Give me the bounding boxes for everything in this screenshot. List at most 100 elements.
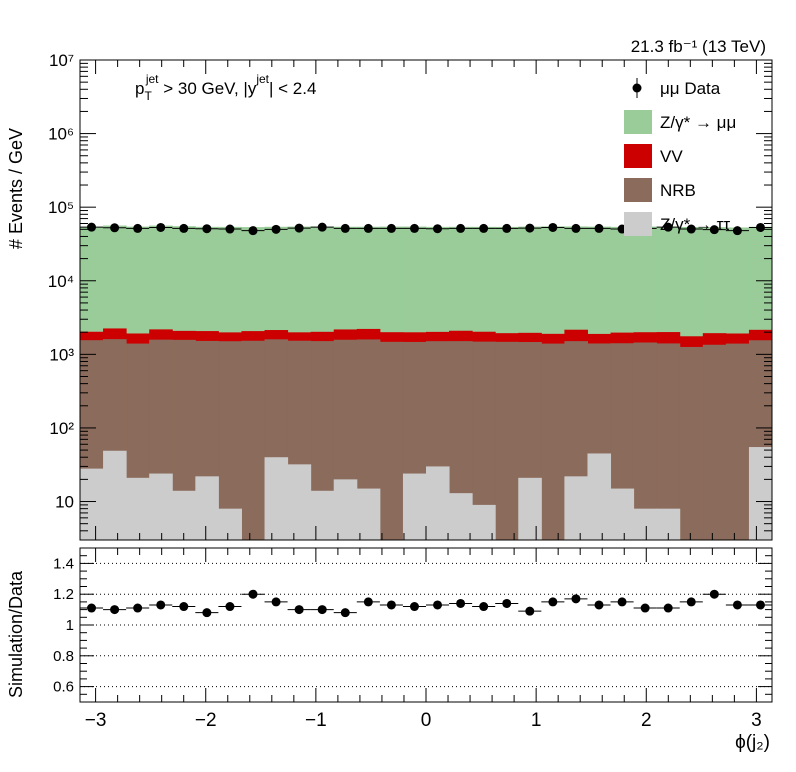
- ratio-point-9: [294, 605, 304, 615]
- data-point-9: [294, 223, 304, 233]
- bar-z-12: [356, 488, 381, 540]
- data-point-2: [133, 223, 143, 233]
- ratio-point-14: [409, 602, 419, 612]
- main-y-axis: 10 10² 10³ 10⁴ 10⁵ 10⁶ 10⁷: [48, 51, 772, 541]
- ratio-panel: 0.6 0.8 1 1.2 1.4 −3 −2 −1 0 1 2 3 Simulation/Data…: [6, 547, 773, 753]
- legend-data-marker: [632, 83, 642, 93]
- ratio-y-axis: 0.6 0.8 1 1.2 1.4: [53, 547, 772, 703]
- bar-z-1: [103, 450, 127, 540]
- y-tick-label: 10²: [49, 419, 74, 438]
- cut-label-y-sup: jet: [255, 72, 269, 86]
- ratio-point-22: [594, 600, 604, 610]
- legend-label: VV: [660, 147, 683, 166]
- data-point-10: [317, 222, 327, 232]
- ratio-point-6: [225, 602, 235, 612]
- bar-z-15: [426, 466, 450, 540]
- ratio-grid: [80, 562, 772, 688]
- ratio-point-27: [709, 589, 719, 599]
- ratio-point-13: [386, 600, 396, 610]
- ratio-point-15: [433, 600, 443, 610]
- legend-label: NRB: [660, 181, 696, 200]
- ratio-y-axis-label: Simulation/Data: [6, 570, 26, 698]
- ratio-point-23: [617, 597, 627, 607]
- ratio-y-tick-label: 1.2: [53, 586, 74, 603]
- stacked-histograms: [80, 225, 773, 541]
- bar-z-6: [218, 508, 242, 540]
- data-point-29: [755, 222, 765, 232]
- ratio-point-26: [686, 597, 696, 607]
- bar-nrb-13: [379, 341, 404, 540]
- bar-z-25: [656, 508, 681, 540]
- ratio-point-4: [179, 602, 189, 612]
- data-point-21: [571, 223, 581, 233]
- bar-nrb-25: [656, 343, 681, 540]
- data-point-28: [732, 226, 742, 236]
- ratio-y-tick-label: 1: [66, 617, 74, 634]
- ratio-point-0: [87, 603, 97, 613]
- bar-nrb-16: [449, 341, 473, 540]
- bar-nrb-27: [702, 344, 727, 540]
- data-point-25: [663, 222, 673, 232]
- x-tick-label: 1: [531, 710, 542, 731]
- bar-z-16: [449, 493, 473, 540]
- bar-z-21: [564, 476, 588, 540]
- bar-z-2: [126, 477, 150, 540]
- y-tick-label: 10⁴: [48, 272, 74, 291]
- ratio-point-10: [317, 605, 327, 615]
- ratio-point-5: [202, 608, 212, 618]
- ratio-point-20: [548, 597, 558, 607]
- legend-label: Z/γ* → ττ: [660, 215, 730, 234]
- main-panel: 10 10² 10³ 10⁴ 10⁵ 10⁶ 10⁷ # Events / GeV 21.3…: [6, 37, 773, 541]
- data-point-22: [594, 223, 604, 233]
- bar-nrb-10: [310, 341, 335, 540]
- y-tick-label: 10: [55, 493, 74, 512]
- bar-z-0: [80, 468, 104, 540]
- ratio-point-17: [479, 602, 489, 612]
- bar-z-23: [610, 488, 635, 540]
- data-points: [80, 222, 772, 236]
- data-point-5: [202, 224, 212, 234]
- ratio-point-16: [456, 598, 466, 608]
- svg-text:pTjet > 30 GeV, |yjet| < 2.4: pTjet > 30 GeV, |yjet| < 2.4: [135, 72, 316, 103]
- ratio-point-1: [110, 605, 120, 615]
- lumi-label: 21.3 fb⁻¹ (13 TeV): [631, 37, 766, 56]
- bar-z-17: [472, 504, 496, 540]
- x-tick-label: −3: [85, 710, 107, 731]
- ratio-point-18: [502, 598, 512, 608]
- legend-swatch: [624, 178, 652, 202]
- x-tick-label: 0: [421, 710, 432, 731]
- bar-nrb-7: [241, 340, 266, 540]
- cut-label-pt-sub: T: [144, 89, 152, 103]
- data-point-20: [548, 222, 558, 232]
- data-point-26: [686, 224, 696, 234]
- cut-label-pt: p: [135, 79, 144, 98]
- bar-z-22: [587, 453, 612, 540]
- legend-label: Z/γ* → μμ: [660, 113, 736, 132]
- data-point-7: [248, 226, 258, 236]
- x-tick-label: 2: [641, 710, 652, 731]
- x-tick-label: −1: [305, 710, 327, 731]
- bar-z-29: [748, 447, 773, 540]
- bar-nrb-20: [541, 343, 565, 540]
- bar-nrb-24: [633, 342, 658, 540]
- data-point-11: [340, 223, 350, 233]
- x-tick-label: −2: [195, 710, 217, 731]
- legend: μμ Data Z/γ* → μμ VV NRB Z/γ* → ττ: [624, 78, 736, 236]
- bar-nrb-26: [679, 346, 704, 540]
- y-tick-label: 10⁵: [48, 198, 74, 217]
- ratio-point-24: [640, 603, 650, 613]
- bar-z-19: [518, 477, 542, 540]
- data-point-12: [363, 223, 373, 233]
- bar-nrb-4: [172, 339, 196, 540]
- ratio-y-tick-label: 0.6: [53, 679, 74, 696]
- bar-nrb-6: [218, 341, 242, 540]
- bar-z-8: [264, 457, 289, 540]
- data-point-19: [525, 223, 535, 233]
- data-point-3: [156, 222, 166, 232]
- data-point-15: [433, 224, 443, 234]
- y-tick-label: 10³: [49, 345, 74, 364]
- main-y-axis-label: # Events / GeV: [6, 128, 26, 249]
- bar-z-14: [402, 473, 427, 540]
- ratio-point-29: [755, 600, 765, 610]
- cut-label-rest: > 30 GeV, |y: [159, 79, 257, 98]
